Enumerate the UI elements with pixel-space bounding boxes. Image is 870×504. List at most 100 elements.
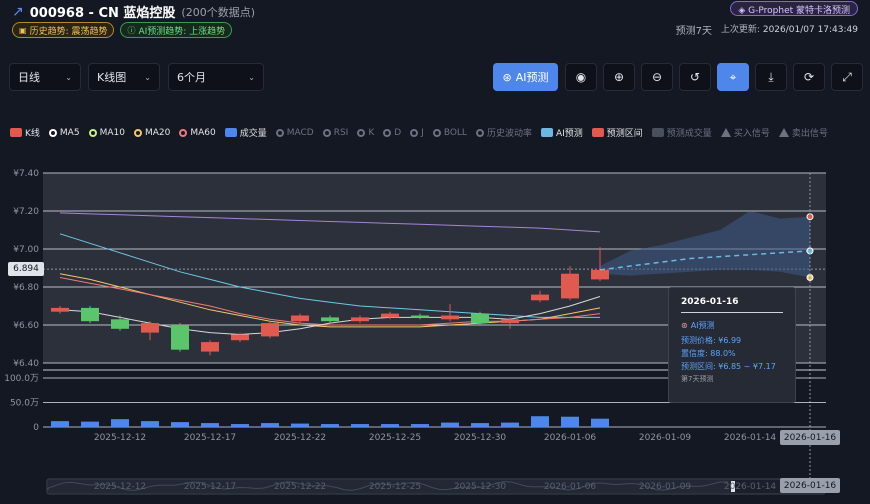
page-title: 000968 - CN 蓝焰控股 (29, 6, 176, 21)
legend-item-6[interactable]: MACD (275, 128, 314, 138)
predict-days: 预测7天 (675, 26, 712, 37)
tooltip-confidence: 置信度: 88.0% (681, 349, 736, 358)
legend-item-15[interactable]: 预测成交量 (651, 126, 712, 139)
legend-marker (720, 128, 731, 137)
eye-button[interactable]: ◉ (565, 63, 597, 91)
legend-item-4[interactable]: MA60 (179, 128, 216, 138)
prediction-band (600, 211, 810, 278)
legend-label: 历史波动率 (486, 129, 532, 139)
legend-marker (357, 128, 366, 137)
candle-body (141, 323, 159, 333)
prediction-tooltip: 2026-01-16 ⊛ AI预测 预测价格: ¥6.99 置信度: 88.0%… (668, 287, 796, 403)
info-icon: ⓘ (127, 25, 136, 35)
volume-bar (441, 422, 459, 427)
legend-item-5[interactable]: 成交量 (224, 126, 267, 139)
data-point-count: (200个数据点) (181, 5, 255, 19)
candle-body (51, 307, 69, 312)
tooltip-price: 预测价格: ¥6.99 (681, 336, 742, 345)
chart-svg[interactable]: ¥7.40 ¥7.20 ¥7.00 ¥6.80 ¥6.60 ¥6.40 100.0万 50.0… (0, 150, 870, 500)
legend-marker (48, 128, 57, 137)
trend-badges: ▣ 历史趋势: 震荡趋势 ⓘ AI预测趋势: 上涨趋势 (12, 22, 233, 38)
legend-item-8[interactable]: K (357, 128, 374, 138)
volume-bar (591, 418, 609, 427)
legend-marker (475, 128, 484, 137)
legend-item-16[interactable]: 买入信号 (720, 126, 770, 139)
robot-icon: ⊛ (681, 321, 688, 330)
legend-item-10[interactable]: J (410, 128, 424, 138)
candle-body (501, 319, 519, 324)
zoom-in-button[interactable]: ⊕ (603, 63, 635, 91)
prophet-badge[interactable]: ◈ G-Prophet 蒙特卡洛预测 (730, 1, 858, 16)
legend-marker (778, 128, 789, 137)
legend-label: 买入信号 (733, 129, 770, 139)
update-timestamp: 2026/01/07 17:43:49 (762, 25, 858, 35)
volume-bar (81, 421, 99, 427)
download-button[interactable]: ⤓ (755, 63, 787, 91)
crosshair-icon: ⌖ (729, 69, 737, 84)
ai-predict-button[interactable]: ⊛ AI预测 (493, 63, 558, 91)
legend-item-1[interactable]: MA5 (48, 127, 80, 138)
chart-area[interactable]: ¥7.40 ¥7.20 ¥7.00 ¥6.80 ¥6.60 ¥6.40 100.0万 50.0… (0, 150, 870, 500)
robot-icon: ⊛ (502, 70, 512, 84)
volume-tick-label: 0 (33, 423, 39, 433)
legend-item-0[interactable]: K线 (10, 126, 40, 139)
legend-item-12[interactable]: 历史波动率 (475, 126, 532, 139)
current-price-label: 6.894 (8, 262, 44, 276)
crosshair-button[interactable]: ⌖ (717, 63, 749, 91)
candle-body (351, 317, 369, 322)
tooltip-title: ⊛ AI预测 (681, 320, 783, 331)
x-tick-label: 2026-01-09 (639, 433, 692, 443)
volume-bar (501, 422, 519, 427)
zoom-x-tick-label: 2025-12-30 (454, 482, 507, 492)
zoom-out-button[interactable]: ⊖ (641, 63, 673, 91)
candle-body (471, 313, 489, 324)
y-tick-label: ¥6.60 (13, 321, 39, 331)
period-select[interactable]: 日线 ⌄ (9, 63, 81, 91)
legend-label: MA20 (144, 127, 171, 138)
period-select-value: 日线 (18, 71, 40, 84)
legend-item-13[interactable]: AI预测 (540, 126, 583, 139)
ai-trend-label: AI预测趋势: 上涨趋势 (138, 26, 226, 37)
legend-marker (322, 128, 331, 137)
y-tick-label: ¥7.20 (13, 207, 39, 217)
legend-item-11[interactable]: BOLL (432, 128, 467, 138)
zoom-x-tick-label: 2026-01-09 (639, 482, 692, 492)
candle-body (111, 319, 129, 329)
candle-body (201, 342, 219, 352)
fullscreen-button[interactable]: ⤢ (831, 63, 863, 91)
chart-icon: ▣ (19, 25, 27, 35)
chevron-down-icon: ⌄ (248, 72, 255, 82)
chevron-down-icon: ⌄ (144, 72, 151, 82)
volume-bar (561, 416, 579, 427)
zoom-out-icon: ⊖ (651, 70, 663, 84)
chart-type-select[interactable]: K线图 ⌄ (88, 63, 160, 91)
legend-label: MA5 (59, 127, 80, 138)
y-tick-label: ¥6.80 (13, 283, 39, 293)
volume-bar (171, 422, 189, 427)
legend-marker (383, 128, 392, 137)
candle-body (231, 334, 249, 341)
legend-item-7[interactable]: RSI (322, 128, 348, 138)
volume-bar (201, 423, 219, 427)
legend-item-2[interactable]: MA10 (88, 127, 125, 138)
candle-body (561, 273, 579, 299)
legend-item-3[interactable]: MA20 (133, 127, 171, 138)
toolbar: 日线 ⌄ K线图 ⌄ 6个月 ⌄ ⊛ AI预测 ◉ ⊕ ⊖ ↺ ⌖ ⤓ ⟳ ⤢ (0, 52, 870, 112)
trend-up-icon: ↗ (12, 3, 24, 20)
tooltip-date: 2026-01-16 (681, 297, 783, 313)
undo-button[interactable]: ↺ (679, 63, 711, 91)
legend-item-9[interactable]: D (383, 128, 401, 138)
x-tick-label: 2025-12-30 (454, 433, 507, 443)
sparkle-icon: ◈ (738, 6, 746, 16)
ai-predict-label: AI预测 (515, 71, 549, 84)
legend-marker (432, 128, 441, 137)
long-ma-line (59, 212, 601, 233)
legend-label: MA10 (99, 127, 125, 138)
legend-item-14[interactable]: 预测区间 (591, 126, 643, 139)
range-select[interactable]: 6个月 ⌄ (168, 63, 264, 91)
x-tick-label: 2025-12-12 (94, 433, 146, 443)
legend-item-17[interactable]: 卖出信号 (778, 126, 828, 139)
refresh-button[interactable]: ⟳ (793, 63, 825, 91)
range-select-value: 6个月 (177, 71, 206, 84)
volume-tick-label: 50.0万 (10, 399, 39, 409)
